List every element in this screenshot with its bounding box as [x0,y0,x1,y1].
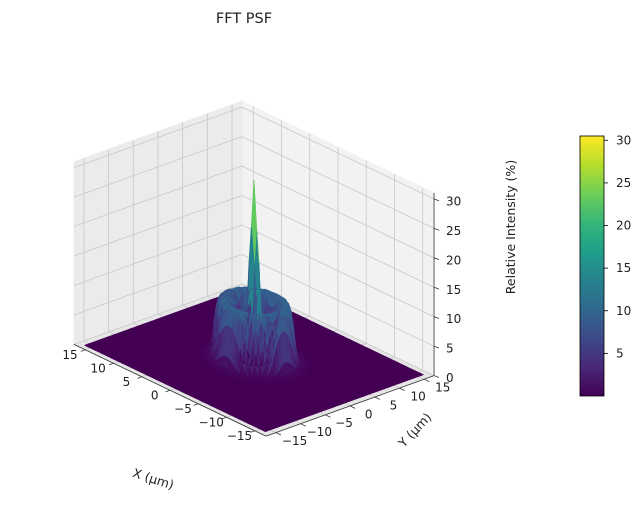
grid-line [241,106,435,200]
z-tick-label: 10 [446,312,461,326]
x-tick-label: 0 [151,388,159,402]
colorbar-ticks: 5 10 15 20 25 30 [604,133,631,360]
x-tick [137,376,142,379]
grid-line [73,283,243,345]
z-tick [433,375,440,378]
y-tick-label: −5 [335,416,353,430]
z-tick [433,198,440,202]
colorbar-tick-label: 25 [616,176,631,190]
z-tick [433,316,440,319]
colorbar [579,135,605,397]
x-tick-label: 5 [123,375,131,389]
y-tick [275,432,282,436]
grid-line [73,254,243,316]
colorbar-tick-label: 20 [616,219,631,233]
colorbar-tick-label: 15 [616,261,631,275]
colorbar-tick-label: 30 [616,133,631,147]
z-tick-label: 0 [446,371,454,385]
grid-line [73,195,243,257]
z-tick [433,286,440,290]
psf-surface [83,180,425,433]
grid-line [241,165,435,259]
grid-line [73,224,243,286]
z-tick-label: 25 [446,224,461,238]
y-tick [349,405,356,409]
x-tick [193,403,199,406]
grid-line [241,195,435,288]
y-tick-label: 10 [410,390,425,404]
x-tick [165,389,171,393]
grid-line [73,165,243,227]
x-tick-label: 15 [62,348,77,362]
z-tick-label: 20 [446,253,461,267]
colorbar-tick-label: 5 [616,346,624,360]
grid-line [73,106,243,169]
y-tick [399,387,405,391]
grid-line [241,136,435,229]
grid-line [241,254,435,347]
z-tick-label: 15 [446,283,461,297]
z-axis-label: Relative Intensity (%) [503,160,518,294]
x-tick-label: −5 [174,402,192,416]
y-tick [423,378,430,382]
y-tick [374,396,381,400]
z-tick [433,345,440,349]
y-axis-label: Y (µm) [394,410,434,451]
x-tick-label: −10 [199,415,224,429]
y-tick-label: 5 [390,398,398,412]
z-tick [433,228,440,231]
grid-line [73,136,243,198]
x-tick-label: −15 [227,429,252,443]
y-tick-label: −10 [307,425,332,439]
chart-title: FFT PSF [216,11,272,27]
y-tick [300,423,306,427]
y-tick-label: −15 [282,434,307,448]
grid-line [241,224,435,318]
z-tick [433,257,440,261]
z-tick-label: 30 [446,194,461,208]
x-tick-label: 10 [91,361,106,375]
colorbar-tick-label: 10 [616,304,631,318]
x-tick [80,349,86,352]
y-tick [325,414,331,418]
z-tick-label: 5 [446,342,454,356]
x-tick [108,362,114,366]
y-tick-label: 0 [365,407,373,421]
x-axis-label: X (µm) [131,465,176,492]
